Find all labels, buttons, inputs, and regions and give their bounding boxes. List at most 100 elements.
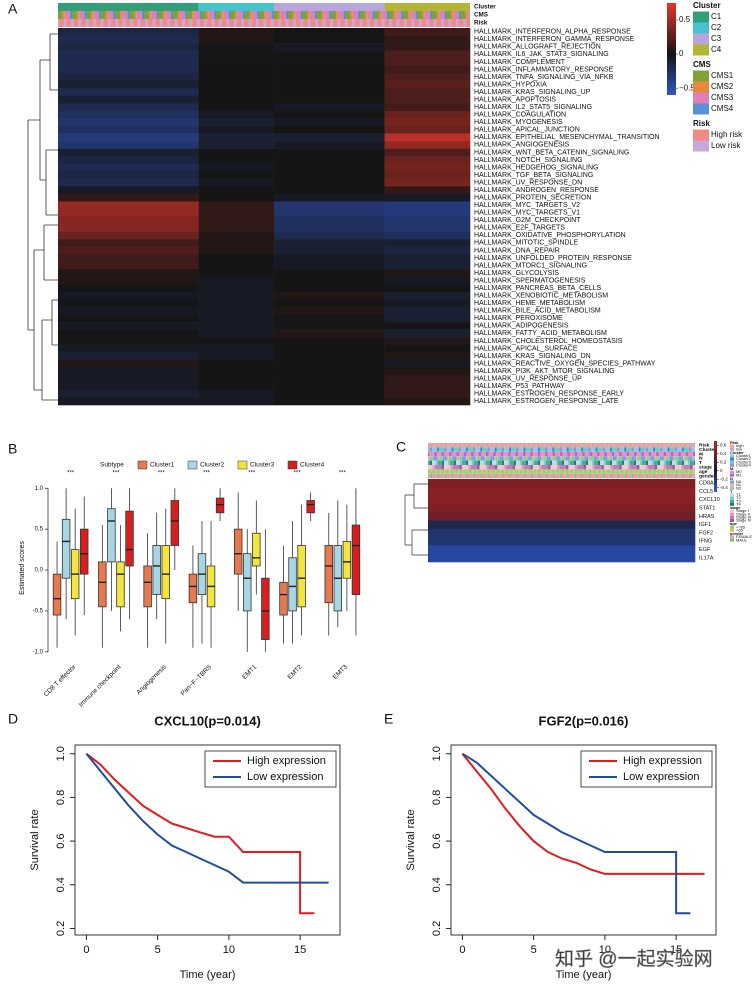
heatmap-cell bbox=[198, 344, 275, 353]
heatmap-cell bbox=[58, 276, 199, 285]
heatmap-cell bbox=[198, 193, 275, 202]
legend-swatch bbox=[730, 515, 734, 519]
row-label: HALLMARK_EPITHELIAL_MESENCHYMAL_TRANSITI… bbox=[474, 134, 660, 141]
heatmap-cell bbox=[198, 28, 275, 36]
heatmap-cell bbox=[58, 208, 199, 217]
legend-swatch bbox=[730, 447, 734, 451]
legend-label: Cluster4 bbox=[736, 462, 752, 467]
heatmap-cell bbox=[428, 520, 696, 530]
heatmap-cell bbox=[274, 171, 385, 180]
row-label: FGF2 bbox=[699, 530, 713, 536]
y-tick-label: 0.6 bbox=[431, 833, 443, 848]
colorbar-label: -0.4 bbox=[720, 485, 728, 490]
box bbox=[324, 545, 333, 604]
legend-swatch bbox=[730, 502, 734, 506]
legend-label: Low expression bbox=[623, 771, 699, 783]
heatmap-cell bbox=[198, 208, 275, 217]
heatmap-cell bbox=[58, 224, 199, 232]
heatmap-cell bbox=[58, 50, 199, 59]
heatmap-cell bbox=[198, 118, 275, 127]
heatmap-cell bbox=[198, 284, 275, 293]
legend-swatch bbox=[237, 460, 248, 470]
heatmap-cell bbox=[198, 291, 275, 300]
legend-swatch bbox=[693, 44, 709, 56]
heatmap-cell bbox=[384, 103, 471, 112]
heatmap-cell bbox=[428, 528, 696, 538]
colorbar-label: 0.5 bbox=[679, 15, 691, 24]
y-tick-label: 0.8 bbox=[55, 790, 67, 805]
box bbox=[143, 565, 152, 608]
heatmap-cell bbox=[58, 73, 199, 82]
y-tick-label: -1.0 bbox=[33, 649, 44, 655]
legend-swatch bbox=[730, 518, 734, 522]
y-tick-label: 0.0 bbox=[35, 568, 44, 574]
heatmap-cell bbox=[198, 178, 275, 187]
heatmap-cell bbox=[274, 344, 385, 353]
heatmap-cell bbox=[198, 269, 275, 278]
heatmap-cell bbox=[58, 110, 199, 119]
annotation-track bbox=[428, 456, 695, 461]
legend-title: Cluster bbox=[693, 1, 721, 10]
legend-swatch bbox=[730, 444, 734, 448]
heatmap-cell bbox=[274, 291, 385, 300]
legend-swatch bbox=[730, 525, 734, 529]
annotation-track bbox=[428, 447, 695, 452]
heatmap-cell bbox=[274, 231, 385, 240]
heatmap-cell bbox=[58, 141, 199, 149]
heatmap-cell bbox=[274, 306, 385, 315]
heatmap-cell bbox=[274, 118, 385, 127]
heatmap-cell bbox=[58, 344, 199, 353]
legend-swatch bbox=[730, 496, 734, 500]
annotation-track bbox=[428, 460, 695, 465]
box bbox=[170, 500, 180, 546]
heatmap-cell bbox=[198, 43, 275, 51]
heatmap-cell bbox=[198, 261, 275, 270]
legend-swatch bbox=[137, 460, 148, 470]
heatmap-cell bbox=[58, 284, 199, 293]
heatmap-cell bbox=[428, 487, 696, 496]
row-label: HALLMARK_ALLOGRAFT_REJECTION bbox=[474, 44, 601, 51]
heatmap-cell bbox=[198, 95, 275, 104]
row-label: HALLMARK_PROTEIN_SECRETION bbox=[474, 194, 591, 201]
heatmap-cell bbox=[384, 314, 471, 323]
box bbox=[306, 500, 315, 514]
legend-swatch bbox=[730, 538, 734, 542]
colorbar bbox=[667, 3, 676, 95]
heatmap-cell bbox=[274, 141, 385, 149]
heatmap-cell bbox=[384, 291, 471, 300]
box bbox=[215, 497, 225, 514]
legend-swatch bbox=[693, 103, 709, 115]
legend-title: Risk bbox=[693, 119, 710, 128]
heatmap-cell bbox=[58, 201, 199, 210]
heatmap-cell bbox=[274, 50, 385, 59]
legend-label: C1 bbox=[711, 12, 722, 21]
row-label: HALLMARK_NOTCH_SIGNALING bbox=[474, 157, 583, 164]
heatmap-cell bbox=[274, 178, 385, 187]
legend-label: C3 bbox=[711, 34, 722, 43]
legend-swatch bbox=[730, 528, 734, 532]
x-axis-label: Time (year) bbox=[556, 969, 612, 981]
legend-title: Risk bbox=[730, 440, 739, 445]
heatmap-cell bbox=[384, 43, 471, 51]
heatmap-cell bbox=[198, 103, 275, 112]
colorbar-label: 0 bbox=[720, 468, 723, 473]
heatmap-cell bbox=[58, 80, 199, 89]
x-tick-label: 15 bbox=[670, 944, 682, 956]
legend-label: low bbox=[736, 446, 742, 451]
heatmap-cell bbox=[198, 359, 275, 368]
heatmap-cell bbox=[384, 148, 471, 157]
heatmap-cell bbox=[384, 284, 471, 293]
row-label: HALLMARK_APICAL_JUNCTION bbox=[474, 127, 580, 134]
box bbox=[152, 545, 161, 595]
row-label: HALLMARK_PANCREAS_BETA_CELLS bbox=[474, 285, 602, 292]
gene-dendrogram bbox=[404, 483, 428, 556]
heatmap-cell bbox=[428, 553, 696, 563]
heatmap-cell bbox=[274, 156, 385, 165]
row-label: HRAS bbox=[699, 514, 715, 520]
heatmap-cell bbox=[384, 382, 471, 391]
x-tick-label: 5 bbox=[531, 944, 537, 956]
heatmap-cell bbox=[274, 148, 385, 157]
legend-label: Low expression bbox=[247, 771, 323, 783]
heatmap-cell bbox=[384, 299, 471, 308]
row-label: HALLMARK_INFLAMMATORY_RESPONSE bbox=[474, 66, 614, 73]
